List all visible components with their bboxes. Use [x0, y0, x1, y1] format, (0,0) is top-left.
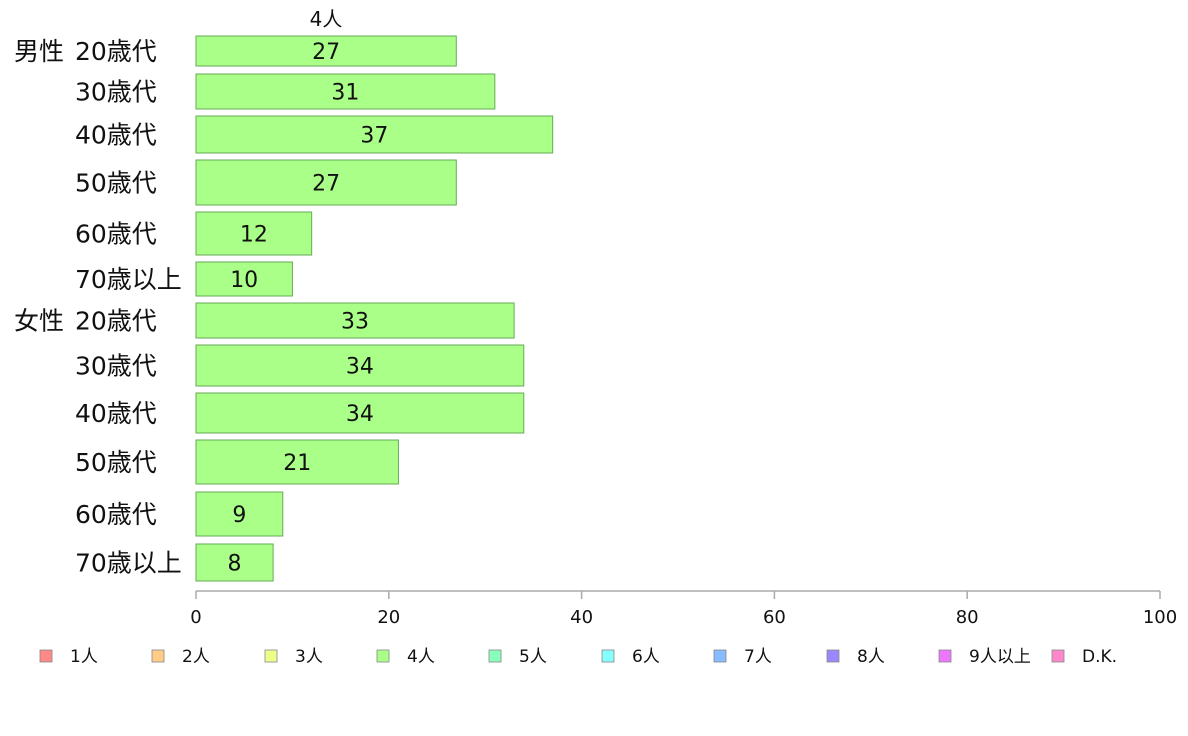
category-label: 30歳代	[75, 352, 157, 381]
series-title: 4人	[310, 7, 343, 31]
legend-swatch	[264, 649, 278, 663]
category-label: 50歳代	[75, 448, 157, 477]
legend-label: 4人	[407, 647, 435, 667]
category-label: 40歳代	[75, 121, 157, 150]
category-label: 60歳代	[75, 220, 157, 249]
bar	[195, 302, 515, 339]
category-label: 20歳代	[75, 37, 157, 66]
x-tick-label: 0	[190, 607, 201, 628]
category-label: 40歳代	[75, 399, 157, 428]
bar-value-label: 21	[283, 451, 311, 476]
bar	[195, 543, 274, 582]
bar	[195, 115, 554, 154]
category-label: 30歳代	[75, 78, 157, 107]
category-label: 70歳以上	[75, 549, 182, 578]
bar-value-label: 31	[331, 81, 359, 106]
x-axis: 0 20 40 60 80 100	[190, 590, 1177, 628]
category-label: 20歳代	[75, 307, 157, 336]
legend-swatch	[1051, 649, 1065, 663]
bar-group: 2720歳代男性3130歳代3740歳代2750歳代1260歳代1070歳以上3…	[14, 35, 554, 582]
legend-label: 3人	[295, 647, 323, 667]
legend-swatch	[826, 649, 840, 663]
bar-value-label: 34	[346, 355, 374, 380]
legend-label: 8人	[857, 647, 885, 667]
legend-label: 6人	[632, 647, 660, 667]
bar	[195, 73, 496, 110]
bar	[195, 211, 313, 256]
bar	[195, 159, 457, 206]
legend-swatch	[151, 649, 165, 663]
legend-label: 1人	[70, 647, 98, 667]
group-label: 男性	[14, 37, 64, 66]
category-label: 70歳以上	[75, 265, 182, 294]
x-tick-label: 40	[570, 607, 593, 628]
legend-label: 7人	[744, 647, 772, 667]
bar-value-label: 27	[312, 40, 340, 65]
legend-swatch	[376, 649, 390, 663]
category-label: 60歳代	[75, 500, 157, 529]
legend-label: D.K.	[1082, 647, 1117, 667]
legend-label: 9人以上	[969, 647, 1031, 667]
legend-swatch	[488, 649, 502, 663]
bar-value-label: 27	[312, 172, 340, 197]
x-tick-label: 80	[956, 607, 979, 628]
bar	[195, 344, 525, 387]
legend: 1人 2人 3人 4人 5人 6人 7人 8人 9人以上 D.K.	[39, 647, 1117, 667]
bar	[195, 439, 399, 485]
bar-value-label: 12	[240, 223, 268, 248]
x-tick-label: 20	[377, 607, 400, 628]
bar	[195, 35, 457, 67]
legend-swatch	[39, 649, 53, 663]
bar	[195, 491, 284, 537]
bar-value-label: 37	[360, 124, 388, 149]
bar-value-label: 34	[346, 402, 374, 427]
bar-value-label: 33	[341, 310, 369, 335]
x-tick-label: 100	[1143, 607, 1177, 628]
group-label: 女性	[14, 307, 64, 336]
bar-value-label: 8	[228, 552, 242, 577]
bar-value-label: 9	[232, 503, 246, 528]
legend-swatch	[713, 649, 727, 663]
category-label: 50歳代	[75, 169, 157, 198]
legend-label: 2人	[182, 647, 210, 667]
bar	[195, 392, 525, 434]
bar	[195, 261, 293, 297]
legend-swatch	[601, 649, 615, 663]
legend-swatch	[938, 649, 952, 663]
legend-label: 5人	[519, 647, 547, 667]
x-tick-label: 60	[763, 607, 786, 628]
bar-value-label: 10	[230, 268, 258, 293]
